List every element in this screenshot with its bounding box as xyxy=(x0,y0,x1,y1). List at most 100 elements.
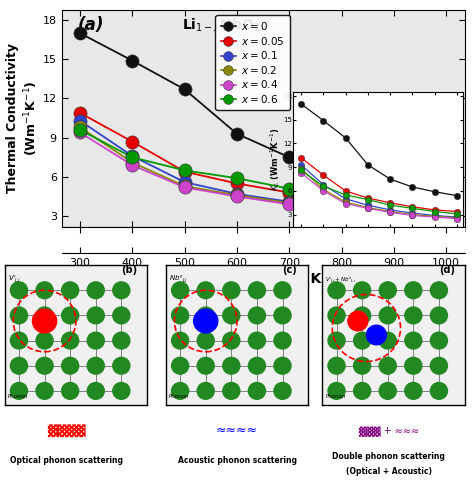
Circle shape xyxy=(248,307,265,324)
Point xyxy=(181,85,188,93)
Point xyxy=(390,197,398,204)
Text: Phonon: Phonon xyxy=(8,394,28,399)
Point xyxy=(338,207,346,214)
Circle shape xyxy=(87,332,104,349)
Circle shape xyxy=(430,282,447,299)
Circle shape xyxy=(62,307,79,324)
Circle shape xyxy=(248,332,265,349)
Text: Double phonon scattering: Double phonon scattering xyxy=(332,452,445,461)
Text: $V'_{Li}$: $V'_{Li}$ xyxy=(8,274,20,285)
Circle shape xyxy=(223,307,240,324)
Circle shape xyxy=(197,282,214,299)
Circle shape xyxy=(197,332,214,349)
Circle shape xyxy=(405,282,422,299)
Point xyxy=(76,123,84,131)
Point xyxy=(390,201,398,208)
Circle shape xyxy=(113,282,130,299)
Text: ▓▓▓▓: ▓▓▓▓ xyxy=(47,424,86,437)
Circle shape xyxy=(328,383,345,399)
Point xyxy=(233,130,241,138)
Circle shape xyxy=(348,311,368,331)
Point xyxy=(76,117,84,124)
Point xyxy=(338,191,346,199)
Point xyxy=(442,202,450,210)
Circle shape xyxy=(62,357,79,374)
Circle shape xyxy=(113,307,130,324)
Circle shape xyxy=(36,357,53,374)
Point xyxy=(233,174,241,182)
Text: ▓▓▓ + ≈≈≈: ▓▓▓ + ≈≈≈ xyxy=(358,427,419,437)
Point xyxy=(181,166,188,174)
Circle shape xyxy=(172,332,189,349)
Circle shape xyxy=(62,332,79,349)
Circle shape xyxy=(248,383,265,399)
Circle shape xyxy=(405,357,422,374)
Circle shape xyxy=(32,309,57,333)
Text: $Nb''_{Li}$: $Nb''_{Li}$ xyxy=(169,274,188,285)
Circle shape xyxy=(10,282,27,299)
Circle shape xyxy=(172,357,189,374)
Circle shape xyxy=(274,307,291,324)
Text: Acoustic phonon scattering: Acoustic phonon scattering xyxy=(177,455,297,465)
Point xyxy=(76,109,84,117)
Point xyxy=(76,129,84,136)
Point xyxy=(233,191,241,199)
Circle shape xyxy=(274,282,291,299)
Point xyxy=(76,126,84,134)
Circle shape xyxy=(354,282,371,299)
Point xyxy=(338,195,346,203)
Circle shape xyxy=(379,307,396,324)
Text: $V'_{Li}+Nb''_{Li}$: $V'_{Li}+Nb''_{Li}$ xyxy=(325,276,356,285)
Circle shape xyxy=(36,383,53,399)
Point xyxy=(128,57,136,65)
Circle shape xyxy=(36,332,53,349)
Circle shape xyxy=(430,307,447,324)
Point xyxy=(442,214,450,221)
Circle shape xyxy=(248,282,265,299)
Circle shape xyxy=(354,307,371,324)
Circle shape xyxy=(328,357,345,374)
Circle shape xyxy=(354,383,371,399)
Circle shape xyxy=(379,282,396,299)
Circle shape xyxy=(36,307,53,324)
Circle shape xyxy=(113,332,130,349)
Circle shape xyxy=(405,383,422,399)
Circle shape xyxy=(172,383,189,399)
Point xyxy=(285,185,293,192)
Text: (c): (c) xyxy=(283,266,297,276)
Text: Phonon: Phonon xyxy=(169,394,189,399)
Circle shape xyxy=(10,357,27,374)
Circle shape xyxy=(405,332,422,349)
Circle shape xyxy=(87,383,104,399)
Point xyxy=(181,184,188,191)
X-axis label: Temperature (K): Temperature (K) xyxy=(199,272,328,286)
Point xyxy=(128,153,136,161)
Circle shape xyxy=(223,332,240,349)
Point xyxy=(390,210,398,217)
Circle shape xyxy=(366,325,386,345)
Circle shape xyxy=(274,357,291,374)
Circle shape xyxy=(223,282,240,299)
Text: ≈≈≈≈: ≈≈≈≈ xyxy=(216,424,258,437)
Point xyxy=(128,161,136,169)
Circle shape xyxy=(62,282,79,299)
Point xyxy=(442,212,450,220)
Point xyxy=(390,208,398,216)
Circle shape xyxy=(172,282,189,299)
Point xyxy=(285,189,293,197)
Circle shape xyxy=(223,357,240,374)
Circle shape xyxy=(87,357,104,374)
Circle shape xyxy=(113,357,130,374)
Circle shape xyxy=(328,282,345,299)
Circle shape xyxy=(172,307,189,324)
Point xyxy=(76,29,84,37)
Text: Optical phonon scattering: Optical phonon scattering xyxy=(10,455,123,465)
Circle shape xyxy=(197,307,214,324)
Text: (Optical + Acoustic): (Optical + Acoustic) xyxy=(346,467,432,476)
Circle shape xyxy=(10,383,27,399)
Circle shape xyxy=(379,383,396,399)
Text: (a): (a) xyxy=(78,16,104,34)
Point xyxy=(233,180,241,187)
Circle shape xyxy=(10,307,27,324)
Circle shape xyxy=(354,332,371,349)
